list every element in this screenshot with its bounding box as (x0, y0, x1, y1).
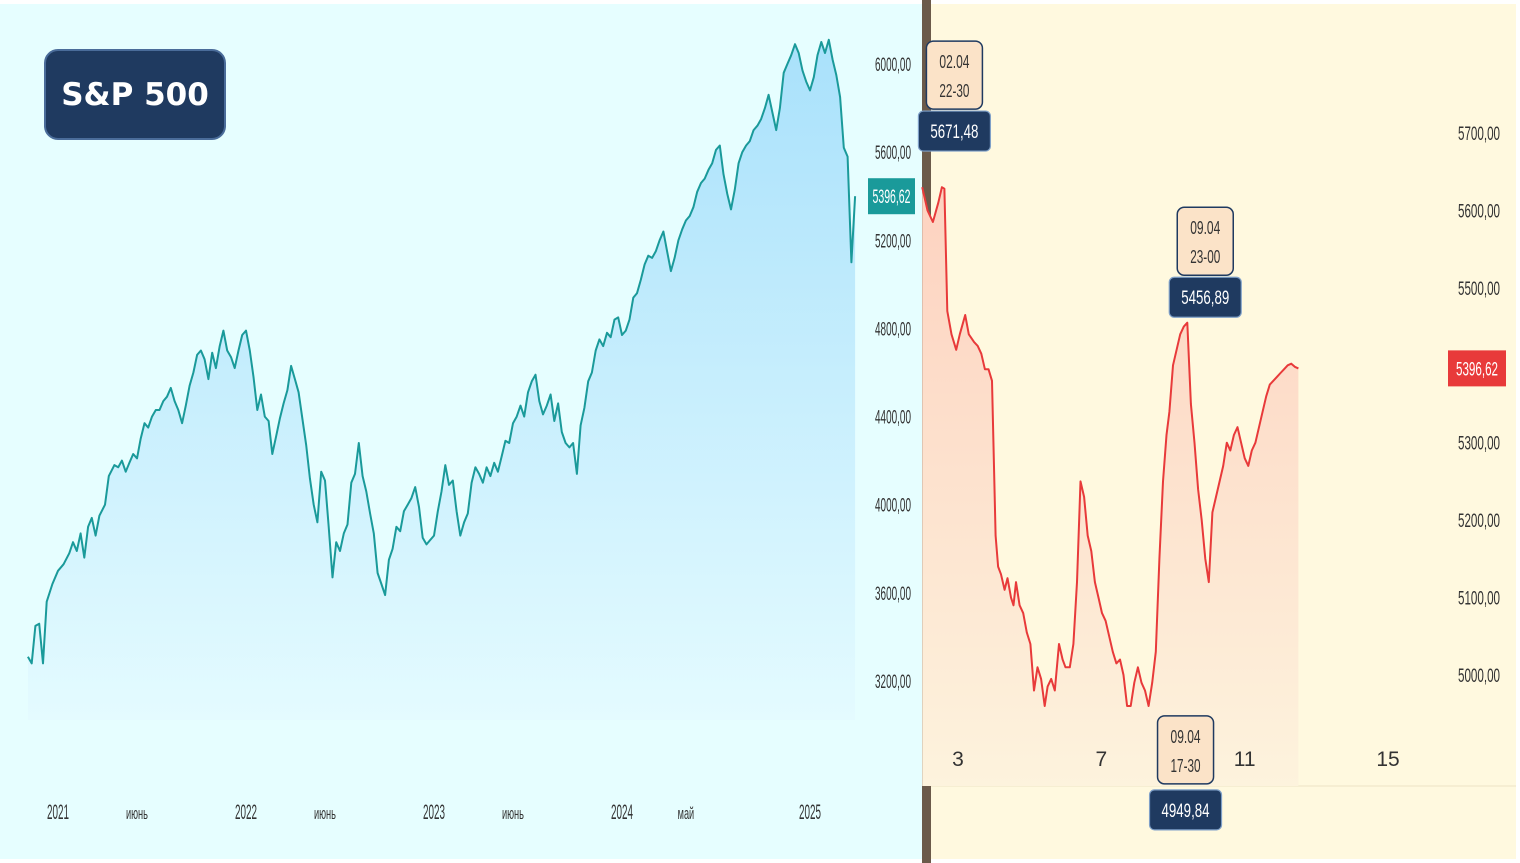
left-x-tick-label: 2021 (47, 801, 69, 824)
left-x-tick-label: 2025 (799, 801, 821, 824)
left-y-tick-label: 4400,00 (875, 408, 911, 429)
left-series-line (27, 38, 857, 665)
annotation-value: 4949,84 (1162, 801, 1210, 822)
left-y-tick-label: 3600,00 (875, 584, 911, 605)
left-last-value-badge (868, 178, 915, 215)
left-x-tick-label: июнь (502, 804, 524, 823)
left-y-tick-label: 5600,00 (875, 143, 911, 164)
left-chart: 6000,00 5600,00 5200,00 4800,00 4400,00 4000,… (27, 38, 915, 824)
right-x-tick-label: 7 (1095, 748, 1107, 771)
left-y-tick-label: 4000,00 (875, 496, 911, 517)
right-y-tick-label: 5700,00 (1458, 124, 1500, 145)
chart-title: S&P 500 (61, 76, 209, 113)
left-x-tick-label: июнь (126, 804, 148, 823)
right-y-tick-label: 5300,00 (1458, 434, 1500, 455)
right-area-fill (922, 187, 1299, 786)
annotation-value-box (917, 110, 992, 152)
left-x-tick-label: май (678, 804, 695, 823)
right-y-tick-label: 5600,00 (1458, 201, 1500, 222)
right-series-line (921, 186, 1299, 707)
left-x-tick-label: 2022 (235, 801, 257, 824)
annotation-date: 09.04 (1171, 727, 1201, 747)
annotation-date: 02.04 (939, 52, 969, 72)
annotation-value-box (1148, 789, 1223, 831)
annotation-datetime-box (1156, 715, 1215, 785)
annotation-time: 17-30 (1171, 756, 1201, 776)
chart-title-badge: S&P 500 (44, 49, 226, 140)
annotation-value: 5456,89 (1181, 288, 1229, 309)
left-area-fill (27, 39, 856, 721)
right-last-value-label: 5396,62 (1456, 359, 1498, 380)
right-last-value-badge (1448, 350, 1506, 387)
left-x-tick-label: 2024 (611, 801, 633, 824)
annotation-date: 09.04 (1190, 218, 1220, 238)
left-x-tick-label: июнь (314, 804, 336, 823)
annotation-datetime-box (925, 40, 984, 110)
annotation-time: 22-30 (939, 81, 969, 101)
left-y-tick-label: 3200,00 (875, 672, 911, 693)
right-y-tick-label: 5500,00 (1458, 279, 1500, 300)
right-y-tick-label: 5000,00 (1458, 666, 1500, 687)
annotation-time: 23-00 (1190, 247, 1220, 267)
right-y-tick-label: 5200,00 (1458, 511, 1500, 532)
right-x-tick-label: 11 (1234, 748, 1256, 771)
right-chart: 5700,005600,005500,005400,005300,005200,… (917, 40, 1506, 831)
annotation-datetime-box (1176, 206, 1234, 276)
right-x-tick-label: 15 (1376, 748, 1399, 771)
annotation-value: 5671,48 (930, 122, 978, 143)
annotation-value-box (1168, 276, 1242, 318)
right-y-tick-label: 5100,00 (1458, 589, 1500, 610)
left-y-tick-label: 6000,00 (875, 55, 911, 76)
left-last-value-label: 5396,62 (873, 187, 911, 208)
left-y-tick-label: 5200,00 (875, 231, 911, 252)
left-y-tick-label: 4800,00 (875, 319, 911, 340)
right-x-tick-label: 3 (952, 748, 964, 771)
left-x-tick-label: 2023 (423, 801, 445, 824)
